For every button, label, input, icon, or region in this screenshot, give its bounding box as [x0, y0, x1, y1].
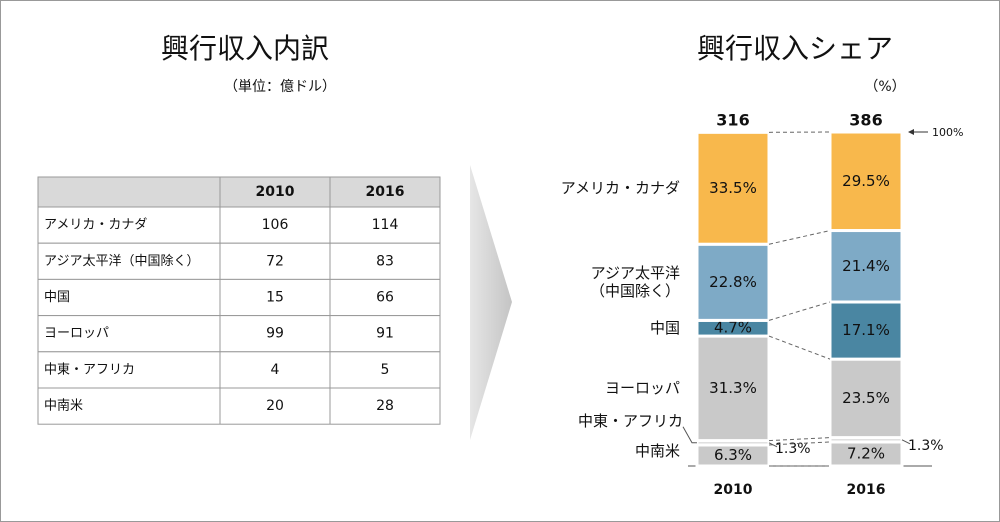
- cell: 4: [271, 362, 280, 378]
- cell: 99: [266, 326, 284, 342]
- value-label: 29.5%: [842, 172, 890, 190]
- connector: [768, 441, 831, 446]
- bar-segment: [828, 300, 904, 361]
- bar-segment: [695, 242, 771, 322]
- arrow-chevron: [470, 165, 512, 440]
- x-tick-label: 2010: [714, 482, 753, 498]
- table-row: [37, 315, 441, 353]
- series-label: 中南米: [634, 442, 680, 461]
- value-label: 7.2%: [847, 444, 885, 462]
- chart-title: 興行収入シェア: [697, 32, 893, 65]
- cell: 20: [266, 398, 284, 414]
- table-unit: （単位：億ドル）: [224, 79, 336, 95]
- series-label: 中国: [649, 319, 680, 338]
- connector: [768, 335, 831, 360]
- cell: 72: [266, 253, 284, 269]
- value-label: 1.3%: [908, 438, 944, 454]
- row-label: 中南米: [44, 398, 83, 414]
- table-row: [37, 242, 441, 280]
- cell: 106: [262, 217, 289, 233]
- row-label: ヨーロッパ: [44, 326, 109, 341]
- value-label: 31.3%: [709, 379, 757, 397]
- cell: 5: [381, 362, 390, 378]
- connector: [768, 230, 831, 245]
- table-row: [37, 351, 441, 389]
- table-row: [37, 278, 441, 317]
- value-label: 23.5%: [842, 389, 890, 407]
- series-label: アメリカ・カナダ: [560, 179, 680, 198]
- cell: 91: [376, 326, 394, 342]
- bar-segment: [828, 130, 904, 233]
- chart-unit: （%）: [864, 79, 905, 95]
- tick-label: 100%: [932, 126, 963, 139]
- x-tick-label: 2016: [847, 482, 886, 498]
- arrow-head: [908, 129, 914, 135]
- label-leader: [901, 439, 911, 445]
- cell: 28: [376, 398, 394, 414]
- label-leader: [768, 442, 778, 448]
- series-label: アジア太平洋 （中国除く）: [589, 264, 680, 301]
- connector: [768, 301, 831, 321]
- table-title: 興行収入内訳: [161, 32, 329, 65]
- series-label: 中東・アフリカ: [577, 411, 683, 430]
- bar-segment: [695, 334, 771, 443]
- bar-segment: [828, 229, 904, 304]
- row-label: 中東・アフリカ: [44, 361, 135, 377]
- cell: 15: [266, 290, 284, 306]
- table-header: [37, 176, 441, 208]
- row-label: アジア太平洋（中国除く）: [44, 254, 199, 269]
- value-label: 4.7%: [714, 319, 752, 337]
- value-label: 17.1%: [842, 321, 890, 339]
- total-label: 386: [849, 111, 882, 130]
- table-row: [37, 387, 441, 425]
- value-label: 6.3%: [714, 446, 752, 464]
- total-label: 316: [716, 111, 749, 130]
- row-label: アメリカ・カナダ: [44, 218, 147, 233]
- label-leader: [682, 426, 697, 444]
- value-label: 21.4%: [842, 257, 890, 275]
- cell: 66: [376, 290, 394, 306]
- value-label: 33.5%: [709, 179, 757, 197]
- column-header: 2010: [256, 184, 295, 200]
- cell: 83: [376, 253, 394, 269]
- series-label: ヨーロッパ: [604, 379, 680, 398]
- connector: [768, 437, 831, 442]
- cell: 114: [372, 217, 399, 233]
- value-label: 1.3%: [775, 441, 811, 457]
- column-header: 2016: [366, 184, 405, 200]
- value-label: 22.8%: [709, 273, 757, 291]
- bar-segment: [695, 130, 771, 246]
- row-label: 中国: [44, 290, 70, 305]
